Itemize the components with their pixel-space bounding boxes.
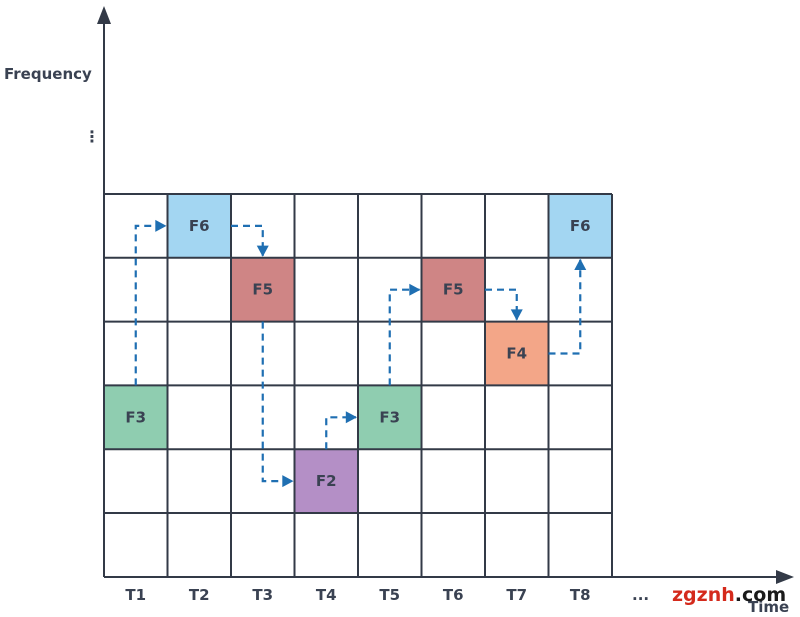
time-tick-labels: T1 T2 T3 T4 T5 T6 T7 T8 — [125, 586, 590, 604]
y-axis-arrow-icon — [97, 6, 111, 24]
x-axis-ellipsis: ... — [632, 586, 649, 604]
hop-cell-t1 — [104, 385, 168, 450]
hop-cell-label: F6 — [189, 217, 210, 235]
hop-path-segment — [548, 259, 582, 355]
path-arrow-icon — [282, 475, 294, 488]
time-tick-t4: T4 — [316, 586, 337, 604]
axes — [97, 6, 794, 584]
hop-cell-t3 — [231, 257, 295, 322]
path-arrow-icon — [409, 283, 421, 296]
watermark: zgznh.com — [672, 584, 786, 606]
time-tick-t1: T1 — [125, 586, 146, 604]
path-arrow-icon — [510, 309, 523, 321]
time-tick-t3: T3 — [252, 586, 273, 604]
hop-cell-t2 — [167, 194, 231, 258]
time-tick-t6: T6 — [443, 586, 464, 604]
time-tick-t8: T8 — [570, 586, 591, 604]
x-axis-label: Time — [748, 598, 789, 616]
path-arrow-icon — [155, 219, 167, 232]
path-arrow-icon — [574, 258, 587, 270]
time-tick-t2: T2 — [189, 586, 210, 604]
grid — [104, 193, 613, 577]
watermark-part1: zgznh — [672, 584, 735, 606]
hop-cells: F3 F6 F5 F2 F3 F5 F4 F6 — [104, 194, 612, 513]
y-axis-ellipsis: ⋮ — [84, 127, 100, 146]
hop-cell-t8 — [548, 194, 612, 258]
path-arrow-icon — [345, 411, 357, 424]
hop-path-segment — [325, 416, 356, 450]
hop-cell-t7 — [485, 321, 549, 386]
time-tick-t5: T5 — [379, 586, 400, 604]
hop-cell-label: F6 — [570, 217, 591, 235]
hop-cell-t4 — [294, 449, 358, 513]
hop-cell-label: F2 — [316, 472, 337, 490]
hop-path-segment — [388, 288, 420, 386]
hop-path — [134, 219, 587, 488]
y-axis-label: Frequency — [4, 65, 92, 83]
hop-cell-label: F3 — [379, 408, 400, 426]
hop-path-segment — [485, 288, 518, 320]
hop-cell-label: F5 — [252, 281, 273, 299]
hop-cell-t5 — [358, 385, 422, 450]
path-arrow-icon — [256, 245, 269, 257]
hop-path-segment — [261, 321, 293, 483]
watermark-part2: .com — [735, 584, 786, 606]
hop-cell-label: F3 — [125, 408, 146, 426]
time-tick-t7: T7 — [506, 586, 527, 604]
x-axis-arrow-icon — [776, 570, 794, 584]
hop-cell-label: F5 — [443, 281, 464, 299]
hop-cell-t6 — [421, 257, 485, 322]
hop-path-segment — [134, 224, 166, 386]
hop-cell-label: F4 — [506, 345, 527, 363]
hop-path-segment — [231, 224, 264, 256]
